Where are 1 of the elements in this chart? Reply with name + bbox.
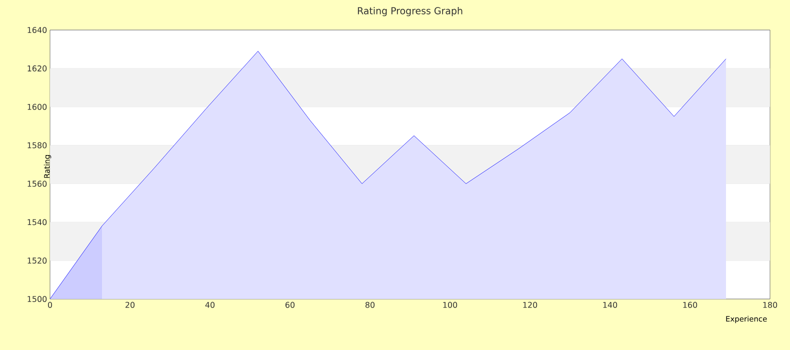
chart-title: Rating Progress Graph xyxy=(358,7,462,16)
